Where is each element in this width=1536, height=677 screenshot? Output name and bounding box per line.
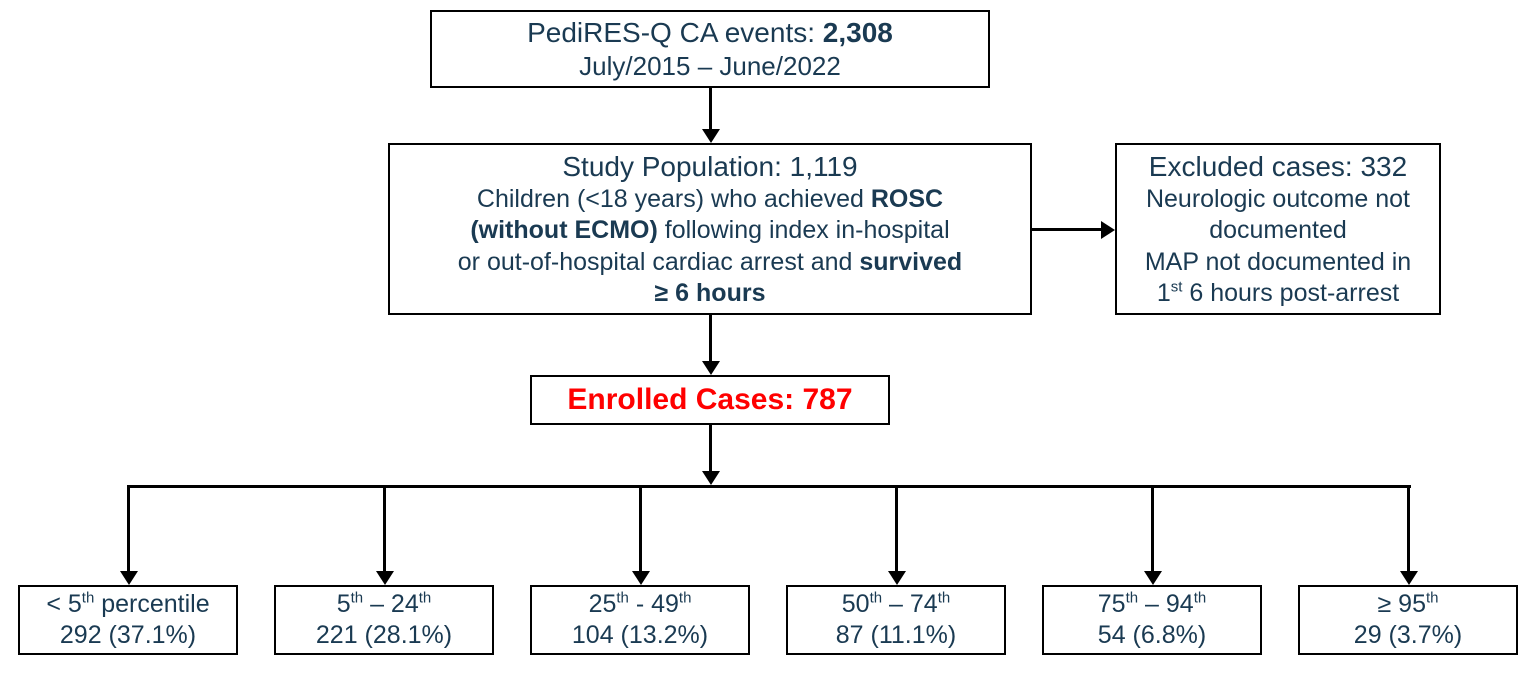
study-line2b: following index in-hospital: [665, 216, 950, 244]
drop-2-head: [376, 571, 394, 585]
study-line1a: Children (<18 years) who achieved: [477, 185, 871, 213]
study-line4: ≥ 6 hours: [655, 278, 766, 309]
split-hline: [128, 485, 1411, 488]
excluded-line4a: 1: [1157, 279, 1171, 307]
node-study-population: Study Population: 1,119 Children (<18 ye…: [388, 143, 1032, 315]
leaf-0: < 5th percentile 292 (37.1%): [18, 585, 238, 655]
enrolled-value: 787: [803, 383, 853, 416]
drop-4-head: [888, 571, 906, 585]
flowchart-stage: PediRES-Q CA events: 2,308 July/2015 – J…: [10, 10, 1526, 667]
excluded-line3: MAP not documented in: [1145, 247, 1411, 278]
arrow-v3-head: [702, 471, 720, 485]
drop-3: [639, 485, 642, 571]
arrow-h1-head: [1101, 221, 1115, 239]
excluded-line1: Neurologic outcome not: [1146, 184, 1410, 215]
drop-5: [1151, 485, 1154, 571]
top-title-value: 2,308: [823, 17, 893, 48]
excluded-line2: documented: [1209, 215, 1347, 246]
study-title-prefix: Study Population:: [562, 151, 789, 182]
drop-2: [383, 485, 386, 571]
excluded-title-prefix: Excluded cases:: [1149, 151, 1361, 182]
arrow-v2-line: [709, 315, 712, 361]
node-enrolled: Enrolled Cases: 787: [530, 375, 890, 425]
arrow-v1-line: [709, 88, 712, 129]
arrow-v3-line: [709, 425, 712, 471]
excluded-line4sup: st: [1171, 278, 1183, 295]
node-top-events: PediRES-Q CA events: 2,308 July/2015 – J…: [430, 10, 990, 88]
study-line1b: ROSC: [871, 185, 943, 213]
drop-6: [1407, 485, 1410, 571]
node-excluded: Excluded cases: 332 Neurologic outcome n…: [1115, 143, 1441, 315]
leaf-2: 25th - 49th 104 (13.2%): [530, 585, 750, 655]
leaf-4: 75th – 94th 54 (6.8%): [1042, 585, 1262, 655]
leaf-1: 5th – 24th 221 (28.1%): [274, 585, 494, 655]
study-line2a: (without ECMO): [470, 216, 664, 244]
excluded-line4b: 6 hours post-arrest: [1182, 279, 1399, 307]
arrow-h1-line: [1032, 228, 1101, 231]
drop-1: [127, 485, 130, 571]
enrolled-label: Enrolled Cases:: [567, 383, 802, 416]
arrow-v2-head: [702, 361, 720, 375]
study-title-value: 1,119: [790, 151, 858, 182]
leaf-3: 50th – 74th 87 (11.1%): [786, 585, 1006, 655]
excluded-title-value: 332: [1360, 151, 1407, 182]
drop-5-head: [1144, 571, 1162, 585]
top-title-prefix: PediRES-Q CA events:: [527, 17, 823, 48]
drop-1-head: [120, 571, 138, 585]
study-line3b: survived: [859, 248, 962, 276]
drop-4: [895, 485, 898, 571]
arrow-v1-head: [702, 129, 720, 143]
top-subtitle: July/2015 – June/2022: [579, 50, 841, 83]
drop-3-head: [632, 571, 650, 585]
drop-6-head: [1400, 571, 1418, 585]
study-line3: or out-of-hospital cardiac arrest and: [458, 248, 860, 276]
leaf-5: ≥ 95th 29 (3.7%): [1298, 585, 1518, 655]
